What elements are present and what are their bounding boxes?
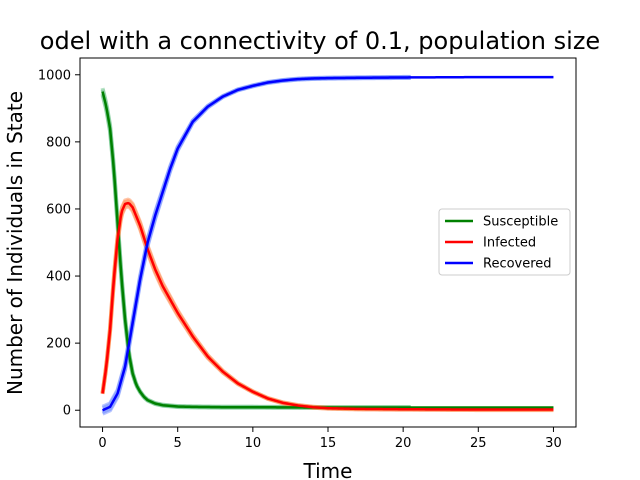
x-tick-label: 25 xyxy=(470,436,487,451)
x-tick-label: 10 xyxy=(245,436,262,451)
series-line-infected xyxy=(101,201,554,411)
y-axis: 0 200 400 600 800 1000 xyxy=(38,68,80,419)
recovered-spread-band-4 xyxy=(101,75,412,416)
series-line-recovered xyxy=(102,75,554,412)
y-tick-label: 600 xyxy=(46,202,71,217)
x-tick-label: 30 xyxy=(545,436,562,451)
series-lines xyxy=(101,75,554,412)
x-axis-label: Time xyxy=(303,459,353,480)
x-tick-label: 0 xyxy=(98,436,106,451)
y-tick-label: 0 xyxy=(63,404,71,419)
x-tick-label: 20 xyxy=(395,436,412,451)
chart-title: odel with a connectivity of 0.1, populat… xyxy=(40,27,600,55)
legend-label-recovered: Recovered xyxy=(483,257,552,272)
y-tick-label: 400 xyxy=(46,270,71,285)
y-tick-label: 1000 xyxy=(38,68,71,83)
legend-label-infected: Infected xyxy=(483,236,536,251)
legend-label-susceptible: Susceptible xyxy=(483,215,558,230)
x-axis: 0 5 10 15 20 25 30 xyxy=(98,427,562,451)
legend: Susceptible Infected Recovered xyxy=(438,208,571,276)
x-tick-label: 15 xyxy=(320,436,337,451)
y-tick-label: 800 xyxy=(46,135,71,150)
y-tick-label: 200 xyxy=(46,337,71,352)
x-tick-label: 5 xyxy=(174,436,182,451)
legend-box xyxy=(438,208,571,276)
y-axis-label: Number of Individuals in State xyxy=(3,91,27,395)
